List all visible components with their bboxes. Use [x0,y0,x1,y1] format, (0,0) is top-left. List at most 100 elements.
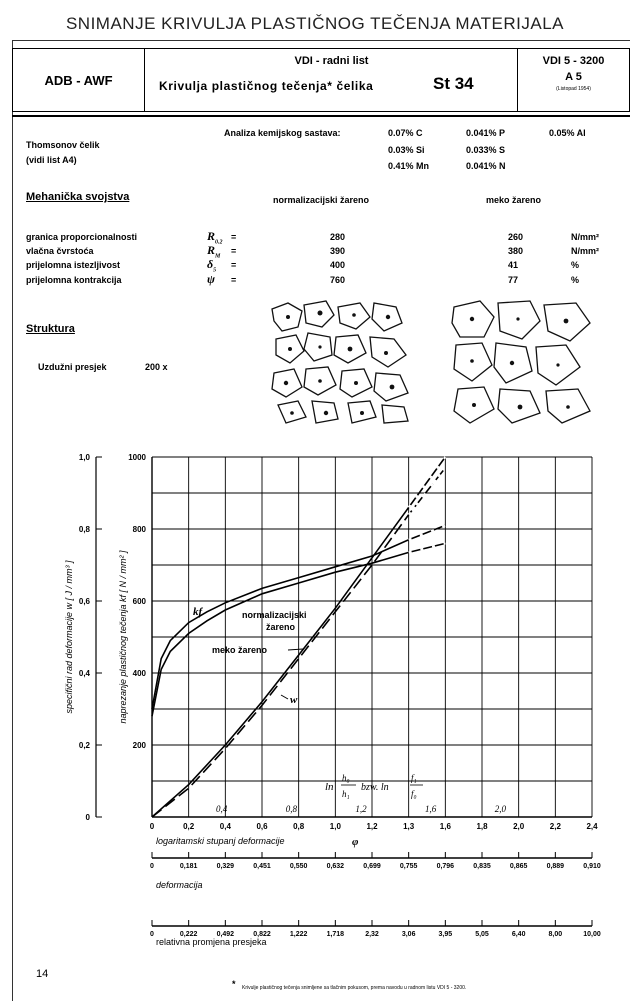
header-bottom-rule [12,115,630,117]
series-dash-overlay [407,467,447,516]
w-tick-label: 0,6 [79,597,91,606]
sheet-number: A 5 [565,71,582,83]
property-symbol: ψ [207,272,216,286]
w-curve-label: w [290,694,298,706]
property-equals: = [231,232,237,242]
material-reference: (vidi list A4) [26,155,77,165]
x-tick-label: 0,2 [183,822,195,831]
sheet-date: (Listopad 1954) [556,86,591,92]
kf-tick-label: 200 [133,741,147,750]
kf-curve-label: kf [193,606,204,618]
w-tick-label: 0,4 [79,669,91,678]
series-line [151,524,446,710]
property-annealed: 77 [508,275,519,285]
property-annealed: 380 [508,246,524,256]
formula-h0: h₀ [342,773,350,783]
deformation-scale-tick-label: 0,451 [253,863,271,870]
x-tick-label: 2,4 [586,822,598,831]
area-change-scale-tick-label: 3,95 [439,931,453,938]
property-unit: % [571,275,580,285]
series-line [151,467,446,818]
kf-tick-label: 800 [133,525,147,534]
header-table: ADB - AWF VDI - radni list Krivulja plas… [12,48,630,112]
mechanical-heading: Mehanička svojstva [26,191,130,203]
magnification: 200 x [145,362,168,372]
w-tick-label: 0 [86,813,91,822]
x-tick-label: 1,3 [403,822,415,831]
x-tick-label: 0,4 [220,822,232,831]
header-org: ADB - AWF [13,49,145,111]
deformation-scale-tick-label: 0,632 [327,863,345,870]
deformation-scale-tick-label: 0,835 [473,863,491,870]
deformation-scale-tick-label: 0,910 [583,863,601,870]
property-normalized: 760 [330,275,346,285]
area-change-scale-tick-label: 0,492 [217,931,235,938]
w-tick-label: 0,2 [79,741,91,750]
x-tick-label: 1,6 [440,822,452,831]
left-margin-rule [12,40,13,1001]
deformation-scale-tick-label: 0,865 [510,863,528,870]
deformation-scale-tick-label: 0,181 [180,863,198,870]
page-title: SNIMANJE KRIVULJA PLASTIČNOG TEČENJA MAT… [65,14,565,33]
sheet-subject: Krivulja plastičnog tečenja* čelika [159,79,374,93]
property-unit: % [571,260,580,270]
x-tick-label: 1,8 [476,822,488,831]
deformation-scale-tick-label: 0 [150,863,154,870]
w-tick-label: 1,0 [79,453,91,462]
deformation-scale-title: deformacija [156,880,203,890]
x-tick-label: 2,2 [550,822,562,831]
property-annealed: 260 [508,232,524,242]
steel-grade: St 34 [433,74,474,93]
inner-tick-label: 0,4 [216,804,228,814]
sheet-code: VDI 5 - 3200 [542,55,605,67]
property-normalized: 280 [330,232,346,242]
property-name: granica proporcionalnosti [26,232,138,242]
deformation-scale-tick-label: 0,755 [400,863,418,870]
w-tick-label: 0,8 [79,525,91,534]
w-axis-title: specifični rad deformacije w [ J / mm³ ] [64,560,74,714]
deformation-scale-tick-label: 0,550 [290,863,308,870]
series-line [151,542,446,717]
property-symbol: δ5 [207,257,217,274]
x-tick-label: 2,0 [513,822,525,831]
analysis-label: Analiza kemijskog sastava: [224,128,341,138]
col-normalized: normalizacijski žareno [273,195,370,205]
annealed-label-leader [287,648,304,651]
formula-f0: f₀ [411,789,417,799]
area-change-scale-tick-label: 0,822 [253,931,271,938]
col-annealed: meko žareno [486,195,542,205]
annealed-curve-label: meko žareno [212,645,268,655]
composition-p: 0.041% P [466,128,506,138]
property-annealed: 41 [508,260,519,270]
property-normalized: 400 [330,260,346,270]
x-tick-label: 1,2 [366,822,378,831]
area-change-scale-tick-label: 0,222 [180,931,198,938]
kf-tick-label: 600 [133,597,147,606]
x-axis-symbol: φ [352,836,359,848]
x-tick-label: 0,8 [293,822,305,831]
property-equals: = [231,246,237,256]
formula-h1: h₁ [342,789,350,799]
area-change-scale-tick-label: 1,718 [327,931,345,938]
x-tick-label: 0,6 [256,822,268,831]
kf-axis-title: naprezanje plastičnog tečenja kf [ N / m… [118,550,128,724]
inner-tick-label: 1,2 [355,804,367,814]
area-change-scale-title: relativna promjena presjeka [156,937,267,947]
page-number: 14 [36,968,49,980]
formula-f1: f₁ [411,773,417,783]
deformation-scale-tick-label: 0,796 [437,863,455,870]
area-change-scale-tick-label: 2,32 [365,931,379,938]
deformation-scale-tick-label: 0,329 [217,863,235,870]
structure-heading: Struktura [26,323,75,335]
section-label: Uzdužni presjek [38,362,107,372]
composition-s: 0.033% S [466,145,506,155]
inner-tick-label: 0,8 [286,804,298,814]
inner-tick-label: 1,6 [425,804,437,814]
normalized-curve-label: normalizacijski [242,610,307,620]
footnote-mark: * [232,979,236,989]
header-middle-cell: VDI - radni list Krivulja plastičnog teč… [145,49,518,111]
composition-mn: 0.41% Mn [388,161,430,171]
property-symbol: RM [207,243,221,260]
area-change-scale-tick-label: 5,05 [475,931,489,938]
composition-c: 0.07% C [388,128,423,138]
